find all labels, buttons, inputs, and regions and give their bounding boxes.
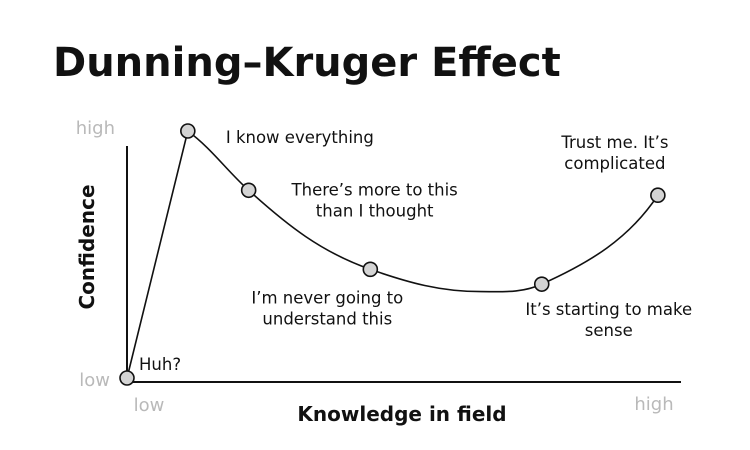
x-axis-title: Knowledge in field [297,402,506,426]
x-tick-low: low [134,395,165,416]
data-point-1 [119,370,135,386]
annotation-6-line-2: complicated [564,154,665,173]
annotation-5: It’s starting to make sense [525,300,692,340]
annotation-5-line-2: sense [585,321,633,340]
annotation-1: Huh? [139,355,181,374]
annotation-4-line-2: understand this [262,309,392,328]
annotation-3: There’s more to this than I thought [291,180,458,220]
data-point-5 [533,276,550,292]
annotation-2-line-1: I know everything [226,128,374,147]
x-tick-high: high [634,394,673,415]
point-annotations: Huh? I know everything There’s more to thi… [139,128,692,374]
y-axis-title: Confidence [75,184,99,309]
annotation-2: I know everything [226,128,374,147]
annotation-3-line-2: than I thought [316,201,434,220]
y-tick-low: low [79,370,110,391]
data-points [119,123,666,386]
chart-title: Dunning–Kruger Effect [53,40,561,86]
annotation-3-line-1: There’s more to this [291,180,458,199]
data-point-2 [180,123,196,139]
annotation-5-line-1: It’s starting to make [525,300,692,319]
annotation-1-line-1: Huh? [139,355,181,374]
confidence-curve [126,129,659,379]
annotation-6-line-1: Trust me. It’s [560,133,668,152]
data-point-6 [650,187,666,204]
annotation-4: I’m never going to understand this [251,288,403,328]
data-point-4 [362,261,379,278]
annotation-6: Trust me. It’s complicated [560,133,668,173]
y-tick-high: high [76,118,115,139]
annotation-4-line-1: I’m never going to [251,288,403,307]
data-point-3 [240,182,257,199]
